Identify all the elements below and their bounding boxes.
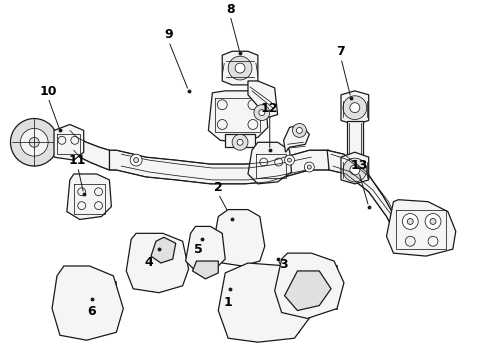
Circle shape <box>402 213 418 229</box>
Circle shape <box>134 158 139 163</box>
Text: 13: 13 <box>350 159 368 172</box>
Circle shape <box>232 134 248 150</box>
Polygon shape <box>225 134 255 147</box>
Circle shape <box>350 165 360 175</box>
Circle shape <box>29 138 39 147</box>
Text: 2: 2 <box>214 181 222 194</box>
Polygon shape <box>387 200 456 256</box>
Circle shape <box>307 165 311 169</box>
Text: 4: 4 <box>145 256 153 269</box>
Polygon shape <box>52 266 123 340</box>
Text: 11: 11 <box>69 154 87 167</box>
Circle shape <box>407 219 413 224</box>
Polygon shape <box>285 271 331 311</box>
Polygon shape <box>347 121 363 160</box>
Circle shape <box>304 162 314 172</box>
Polygon shape <box>193 261 218 279</box>
Polygon shape <box>248 81 278 118</box>
Circle shape <box>343 158 367 182</box>
Circle shape <box>237 139 243 145</box>
Circle shape <box>343 96 367 120</box>
Circle shape <box>285 155 294 165</box>
Circle shape <box>296 127 302 134</box>
Polygon shape <box>54 125 84 160</box>
Text: 5: 5 <box>194 243 203 256</box>
Polygon shape <box>70 130 109 170</box>
Polygon shape <box>222 51 258 85</box>
Polygon shape <box>186 226 225 271</box>
Circle shape <box>130 154 142 166</box>
Text: 10: 10 <box>39 85 57 98</box>
Polygon shape <box>275 253 344 319</box>
Circle shape <box>293 123 306 138</box>
Polygon shape <box>327 150 408 249</box>
Circle shape <box>235 63 245 73</box>
Circle shape <box>259 110 265 116</box>
Polygon shape <box>341 91 368 125</box>
Circle shape <box>228 56 252 80</box>
Circle shape <box>430 219 436 224</box>
Text: 12: 12 <box>261 102 278 114</box>
Polygon shape <box>284 125 309 152</box>
Circle shape <box>288 158 292 162</box>
Text: 8: 8 <box>226 3 235 15</box>
Polygon shape <box>212 210 265 266</box>
Polygon shape <box>67 174 111 220</box>
Polygon shape <box>208 91 268 142</box>
Polygon shape <box>126 233 189 293</box>
Circle shape <box>10 118 58 166</box>
Text: 7: 7 <box>337 45 345 58</box>
Text: 1: 1 <box>224 296 233 309</box>
Circle shape <box>254 105 270 121</box>
Polygon shape <box>109 150 329 184</box>
Circle shape <box>350 103 360 113</box>
Text: 9: 9 <box>165 28 173 41</box>
Polygon shape <box>248 142 292 184</box>
Polygon shape <box>341 152 368 184</box>
Polygon shape <box>151 237 176 263</box>
Text: 6: 6 <box>87 305 96 319</box>
Text: 3: 3 <box>279 258 288 271</box>
Circle shape <box>425 213 441 229</box>
Polygon shape <box>218 263 311 342</box>
Circle shape <box>21 129 48 156</box>
